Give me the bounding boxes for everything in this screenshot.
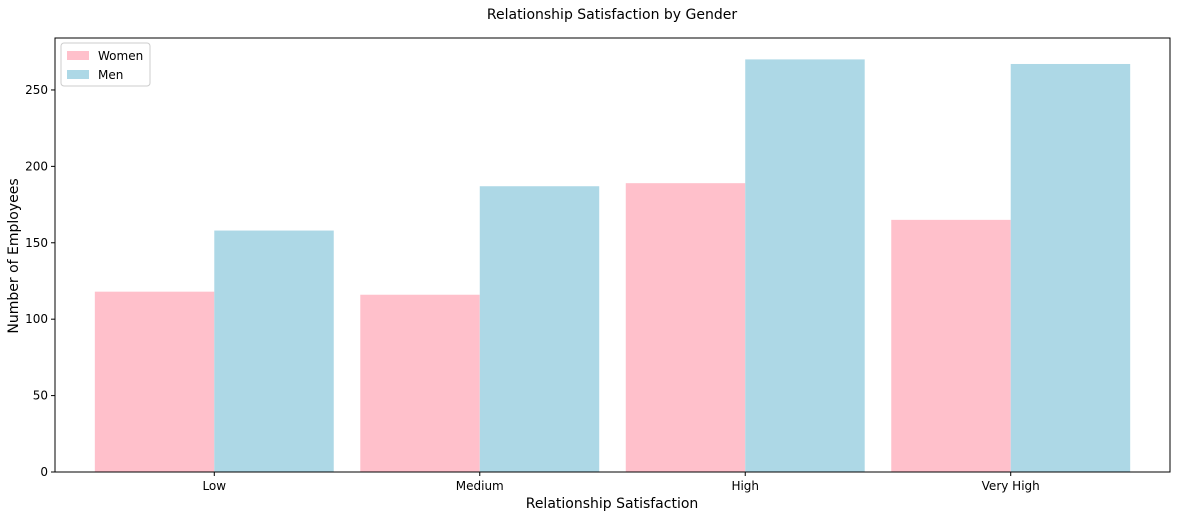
bar-women-low — [94, 291, 215, 472]
legend-swatch-men — [67, 70, 89, 79]
x-tick-label: High — [731, 479, 759, 493]
y-tick-label: 100 — [25, 312, 48, 326]
y-tick-label: 50 — [33, 389, 48, 403]
bar-men-high — [745, 59, 865, 472]
bar-men-very-high — [1010, 63, 1131, 472]
bar-women-medium — [360, 294, 480, 472]
legend-label-women: Women — [98, 49, 143, 63]
y-tick-label: 250 — [25, 83, 48, 97]
bar-women-high — [625, 183, 746, 472]
plot-frame — [54, 37, 1171, 473]
bars-layer — [94, 59, 1131, 472]
legend-swatch-women — [67, 51, 89, 60]
legend: Women Men — [60, 42, 151, 87]
axes-layer: 0 50 100 150 200 250 Low Medium High Very High — [25, 37, 1171, 493]
x-tick-label: Very High — [982, 479, 1040, 493]
x-axis-label: Relationship Satisfaction — [526, 496, 699, 512]
legend-label-men: Men — [98, 68, 123, 82]
bar-women-very-high — [891, 219, 1011, 472]
chart-title: Relationship Satisfaction by Gender — [487, 7, 737, 23]
x-tick-label: Low — [202, 479, 226, 493]
bar-men-low — [214, 230, 334, 472]
bar-men-medium — [479, 186, 600, 472]
y-tick-label: 200 — [25, 159, 48, 173]
x-tick-label: Medium — [456, 479, 504, 493]
y-tick-label: 150 — [25, 236, 48, 250]
y-tick-label: 0 — [40, 465, 48, 479]
y-axis-label: Number of Employees — [6, 178, 22, 333]
